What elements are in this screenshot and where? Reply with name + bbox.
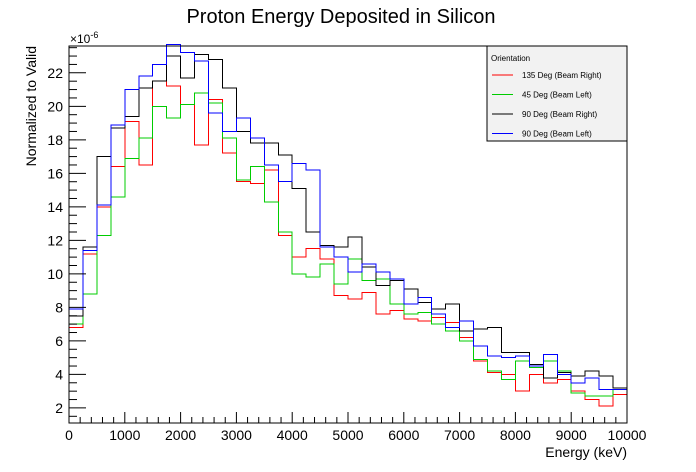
legend: Orientation 135 Deg (Beam Right) 45 Deg (…: [486, 45, 628, 142]
chart-title: Proton Energy Deposited in Silicon: [186, 6, 495, 28]
series-line-1: [69, 80, 627, 407]
x-tick-label: 7000: [444, 427, 475, 443]
series-line-4: [69, 43, 627, 390]
x-tick-label: 8000: [500, 427, 531, 443]
y-multiplier-label: ×10-6: [70, 30, 98, 46]
y-axis: 2 4 6 8 10 12 14 16 18 20 22: [47, 47, 86, 417]
x-tick-label: 4000: [277, 427, 308, 443]
y-tick-label: 6: [55, 333, 63, 349]
y-tick-label: 12: [47, 232, 63, 248]
legend-box: [486, 45, 628, 142]
y-tick-label: 10: [47, 266, 63, 282]
x-tick-label: 5000: [332, 427, 363, 443]
x-axis: 0 1000 2000 3000 4000 5000 6000 7000 8000 9000 100…: [65, 412, 647, 443]
legend-entry-label: 90 Deg (Beam Right): [522, 110, 597, 119]
legend-entries: 135 Deg (Beam Right) 45 Deg (Beam Left) 90…: [492, 71, 602, 139]
legend-entry-label: 90 Deg (Beam Left): [522, 130, 592, 139]
y-tick-label: 14: [47, 199, 63, 215]
y-tick-label: 18: [47, 132, 63, 148]
x-tick-label: 10000: [608, 427, 647, 443]
x-tick-label: 3000: [221, 427, 252, 443]
x-tick-label: 2000: [165, 427, 196, 443]
y-tick-label: 8: [55, 299, 63, 315]
legend-entry-label: 45 Deg (Beam Left): [522, 91, 592, 100]
legend-entry-label: 135 Deg (Beam Right): [522, 71, 602, 80]
y-axis-label: Normalized to Valid: [23, 46, 39, 166]
y-tick-label: 20: [47, 98, 63, 114]
x-tick-label: 6000: [388, 427, 419, 443]
series-line-3: [69, 53, 627, 389]
y-tick-label: 4: [55, 366, 63, 382]
x-tick-label: 9000: [556, 427, 587, 443]
y-tick-label: 16: [47, 165, 63, 181]
x-tick-label: 1000: [109, 427, 140, 443]
legend-title: Orientation: [491, 54, 530, 63]
y-tick-label: 2: [55, 400, 63, 416]
y-tick-label: 22: [47, 65, 63, 81]
x-axis-label: Energy (keV): [545, 444, 627, 460]
series-group: [69, 43, 627, 407]
x-tick-label: 0: [65, 427, 73, 443]
